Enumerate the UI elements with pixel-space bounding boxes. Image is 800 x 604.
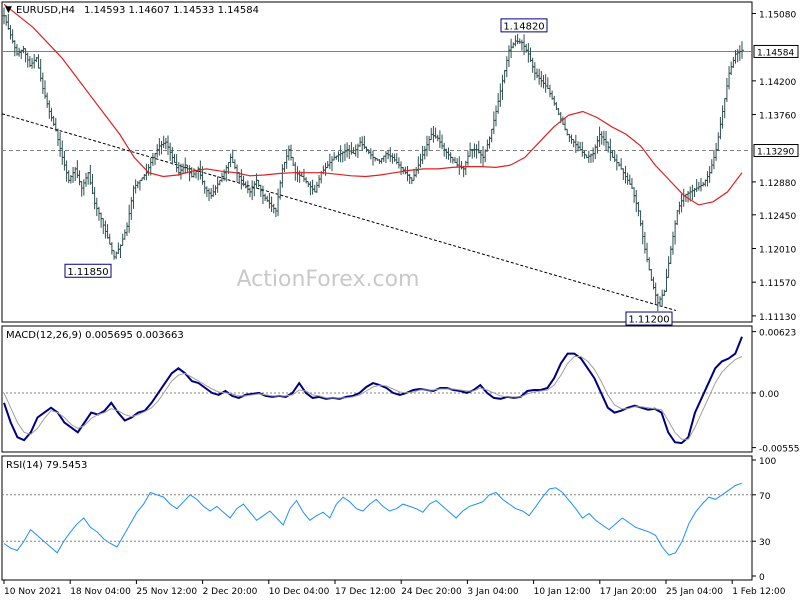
price-level-label: 1.14584 xyxy=(757,48,794,58)
price-level-label: 1.13290 xyxy=(757,148,794,158)
ohlc-label: 1.14593 1.14607 1.14533 1.14584 xyxy=(84,5,259,16)
macd-title: MACD(12,26,9) 0.005695 0.003663 xyxy=(6,330,184,341)
price-bar xyxy=(740,41,744,59)
price-axis-tick-label: 1.15080 xyxy=(759,10,796,20)
x-axis-tick-label: 25 Jan 04:00 xyxy=(666,587,723,597)
price-callout-box xyxy=(500,18,548,33)
trendline xyxy=(1,113,677,311)
moving-average-line xyxy=(3,3,743,206)
price-callout: 1.11200 xyxy=(625,311,673,326)
watermark: ActionForex.com xyxy=(237,267,420,292)
price-title-icon[interactable]: ▼ xyxy=(5,5,12,15)
price-layer: 1.14820 1.11850 1.11200 xyxy=(1,3,752,326)
x-axis-tick-label: 1 Feb 12:00 xyxy=(732,587,786,597)
x-axis-tick-label: 24 Dec 20:00 xyxy=(401,587,462,597)
price-axis-tick-label: 1.11130 xyxy=(759,313,796,323)
price-axis-tick-label: 1.12880 xyxy=(759,179,796,189)
price-axis-tick-label: 1.12010 xyxy=(759,246,796,256)
axis-layer: 1.15080 1.14200 1.13760 1.12880 1.12450 1.120… xyxy=(3,10,800,597)
x-axis-tick-label: 25 Nov 12:00 xyxy=(136,587,197,597)
x-axis-tick-label: 17 Dec 12:00 xyxy=(335,587,396,597)
x-axis-tick-label: 10 Jan 12:00 xyxy=(534,587,591,597)
macd-panel-frame xyxy=(1,325,753,453)
rsi-title: RSI(14) 79.5453 xyxy=(6,460,87,471)
macd-axis-tick-label: 0.00 xyxy=(759,390,779,400)
price-callout-label: 1.11200 xyxy=(628,315,669,326)
price-callout-label: 1.14820 xyxy=(503,21,544,32)
price-level-box xyxy=(753,44,799,58)
rsi-panel-frame xyxy=(1,455,753,581)
price-axis-tick-label: 1.11570 xyxy=(759,279,796,289)
macd-axis-tick-label: 0.00623 xyxy=(759,329,796,339)
macd-line xyxy=(3,336,743,445)
x-axis-tick-label: 18 Nov 04:00 xyxy=(70,587,131,597)
price-callout: 1.14820 xyxy=(500,18,548,33)
x-axis-tick-label: 10 Nov 2021 xyxy=(4,587,62,597)
price-callout: 1.11850 xyxy=(64,263,112,278)
macd-layer xyxy=(2,336,752,445)
rsi-axis-tick-label: 100 xyxy=(759,457,776,467)
price-panel-frame xyxy=(1,1,753,323)
x-axis-tick-label: 17 Jan 20:00 xyxy=(600,587,657,597)
price-callout-box xyxy=(625,311,673,326)
rsi-line xyxy=(3,482,743,556)
macd-axis-tick-label: -0.005554 xyxy=(759,445,800,455)
rsi-layer xyxy=(2,482,752,556)
x-axis-tick-label: 3 Jan 04:00 xyxy=(467,587,519,597)
price-callout-box xyxy=(64,263,112,278)
rsi-axis-tick-label: 0 xyxy=(759,573,765,583)
price-level-box xyxy=(753,144,799,158)
price-axis-tick-label: 1.14200 xyxy=(759,78,796,88)
price-axis-tick-label: 1.13760 xyxy=(759,112,796,122)
price-callout-label: 1.11850 xyxy=(67,267,108,278)
macd-signal-line xyxy=(3,356,743,440)
price-axis-tick-label: 1.12450 xyxy=(759,212,796,222)
x-axis-tick-label: 2 Dec 20:00 xyxy=(203,587,258,597)
symbol-label: EURUSD,H4 xyxy=(16,5,75,16)
x-axis-tick-label: 10 Dec 04:00 xyxy=(269,587,330,597)
rsi-axis-tick-label: 30 xyxy=(759,538,771,548)
rsi-axis-tick-label: 70 xyxy=(759,492,771,502)
